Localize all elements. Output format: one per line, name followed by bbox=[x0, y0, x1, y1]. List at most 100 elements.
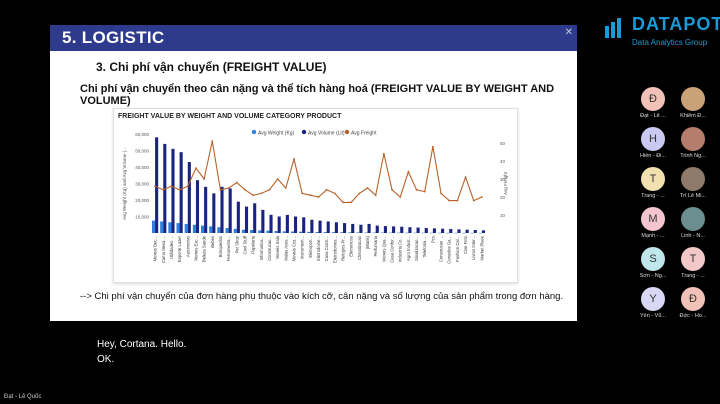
freight-point bbox=[195, 167, 197, 170]
volume-bar bbox=[416, 227, 420, 233]
x-tick-label: Papelaria bbox=[251, 235, 256, 253]
freight-point bbox=[448, 199, 451, 202]
close-icon[interactable]: ✕ bbox=[564, 27, 573, 38]
freight-point bbox=[211, 140, 214, 143]
freight-point bbox=[154, 185, 156, 188]
participant-name: Khiêm Đ... bbox=[680, 113, 706, 119]
x-tick-label: Ferramenta... bbox=[226, 236, 231, 261]
x-tick-label: Consoles Ga... bbox=[447, 236, 452, 264]
freight-point bbox=[407, 170, 410, 173]
weight-bar bbox=[470, 232, 474, 234]
volume-bar bbox=[179, 152, 183, 233]
x-tick-label: Bebes bbox=[210, 236, 215, 248]
freight-point bbox=[178, 188, 181, 191]
participant-tile[interactable]: Đ Đạt - Lê ... bbox=[634, 85, 672, 125]
section-heading: 3. Chi phí vận chuyển (FREIGHT VALUE) bbox=[96, 60, 327, 74]
participant-tile[interactable]: H Hiền - Đi... bbox=[634, 125, 672, 165]
participant-tile[interactable]: T Trang - ... bbox=[634, 165, 672, 205]
weight-bar bbox=[168, 222, 172, 233]
freight-point bbox=[162, 188, 165, 191]
x-tick-label: Moveis Esc... bbox=[193, 236, 198, 261]
logo-name: DATAPOT bbox=[632, 14, 720, 34]
volume-bar bbox=[359, 224, 363, 233]
volume-bar bbox=[269, 214, 273, 233]
weight-bar bbox=[315, 232, 319, 233]
weight-bar bbox=[364, 232, 368, 234]
x-tick-label: Malas Aces... bbox=[283, 236, 288, 261]
freight-point bbox=[301, 192, 304, 195]
x-tick-label: Cine Foto bbox=[463, 235, 468, 254]
caption-line: Hey, Cortana. Hello. bbox=[97, 339, 187, 350]
freight-point bbox=[358, 192, 361, 195]
volume-bar bbox=[253, 203, 257, 233]
x-tick-label: Moveis Sala bbox=[275, 235, 280, 258]
volume-bar bbox=[367, 223, 371, 233]
participant-tile[interactable]: M Mạnh - ... bbox=[634, 205, 672, 245]
volume-bar bbox=[302, 217, 306, 233]
weight-bar bbox=[160, 221, 164, 233]
avatar bbox=[681, 167, 705, 191]
freight-point bbox=[374, 194, 377, 197]
x-tick-label: Eletroport... bbox=[308, 236, 313, 258]
freight-point bbox=[342, 201, 344, 204]
y-tick-label: 10,000 bbox=[135, 215, 149, 220]
participant-tile[interactable]: T Trang - ... bbox=[674, 245, 712, 285]
participant-name: Linh - N... bbox=[681, 233, 705, 239]
freight-point bbox=[431, 145, 434, 148]
weight-bar bbox=[299, 231, 303, 233]
x-tick-label: Relogios Pr... bbox=[341, 236, 346, 261]
legend-label: Avg Volume (Lit) bbox=[308, 131, 345, 137]
y-tick-label: 20,000 bbox=[135, 198, 149, 203]
x-tick-label: Beleza Saude bbox=[202, 235, 207, 262]
participant-name: Đạt - Lê ... bbox=[640, 113, 666, 119]
participant-tile[interactable]: Khiêm Đ... bbox=[674, 85, 712, 125]
x-tick-label: Telefonia ... bbox=[422, 236, 427, 257]
legend-marker bbox=[344, 129, 350, 135]
avatar: T bbox=[681, 247, 705, 271]
weight-bar bbox=[176, 223, 180, 233]
slide: 5. LOGISTIC ✕ 3. Chi phí vận chuyển (FRE… bbox=[50, 25, 577, 321]
x-tick-label: Pet Shop bbox=[234, 235, 239, 253]
weight-bar bbox=[209, 226, 213, 233]
freight-point bbox=[203, 178, 206, 180]
volume-bar bbox=[465, 229, 469, 233]
avatar: Y bbox=[641, 287, 665, 311]
volume-bar bbox=[400, 226, 404, 233]
x-tick-label: Moveis Dec... bbox=[153, 236, 158, 261]
volume-bar bbox=[236, 201, 240, 233]
weight-bar bbox=[388, 232, 393, 234]
freight-point bbox=[415, 188, 418, 191]
volume-bar bbox=[449, 229, 453, 233]
avatar: Đ bbox=[641, 87, 665, 111]
x-tick-label: Fashion Cal... bbox=[455, 236, 460, 262]
x-tick-label: Utilidades ... bbox=[169, 236, 174, 259]
participant-name: Trinh Ng... bbox=[680, 153, 706, 159]
volume-bar bbox=[392, 226, 396, 233]
volume-bar bbox=[375, 225, 379, 233]
participant-name: Yến - Vũ... bbox=[640, 313, 666, 319]
participant-tile[interactable]: S Sơn - Ng... bbox=[634, 245, 672, 285]
volume-bar bbox=[244, 206, 249, 233]
freight-point bbox=[481, 196, 483, 198]
chart-title: FREIGHT VALUE BY WEIGHT AND VOLUME CATEG… bbox=[118, 113, 342, 120]
legend-label: Avg Freight bbox=[351, 131, 377, 137]
weight-bar bbox=[258, 230, 262, 233]
freight-point bbox=[399, 196, 402, 198]
x-tick-label: Market Place bbox=[479, 235, 484, 260]
weight-bar bbox=[323, 232, 327, 233]
logo-tagline: Data Analytics Group bbox=[632, 38, 708, 47]
weight-bar bbox=[250, 230, 254, 233]
freight-point bbox=[186, 185, 189, 188]
participant-tile[interactable]: Đ Đức - Ho... bbox=[674, 285, 712, 325]
participant-tile[interactable]: Trinh Ng... bbox=[674, 125, 712, 165]
x-tick-label: Industria Co... bbox=[398, 236, 403, 262]
participant-tile[interactable]: Y Yến - Vũ... bbox=[634, 285, 672, 325]
x-tick-label: Brinquedos bbox=[218, 236, 223, 257]
participant-name: Đức - Ho... bbox=[679, 313, 707, 319]
y2-tick-label: 50 bbox=[500, 141, 506, 146]
y2-tick-label: 30 bbox=[500, 177, 506, 182]
avatar: Đ bbox=[681, 287, 705, 311]
participant-tile[interactable]: Trí Lê Mi... bbox=[674, 165, 712, 205]
volume-bar bbox=[318, 220, 322, 233]
participant-tile[interactable]: Linh - N... bbox=[674, 205, 712, 245]
